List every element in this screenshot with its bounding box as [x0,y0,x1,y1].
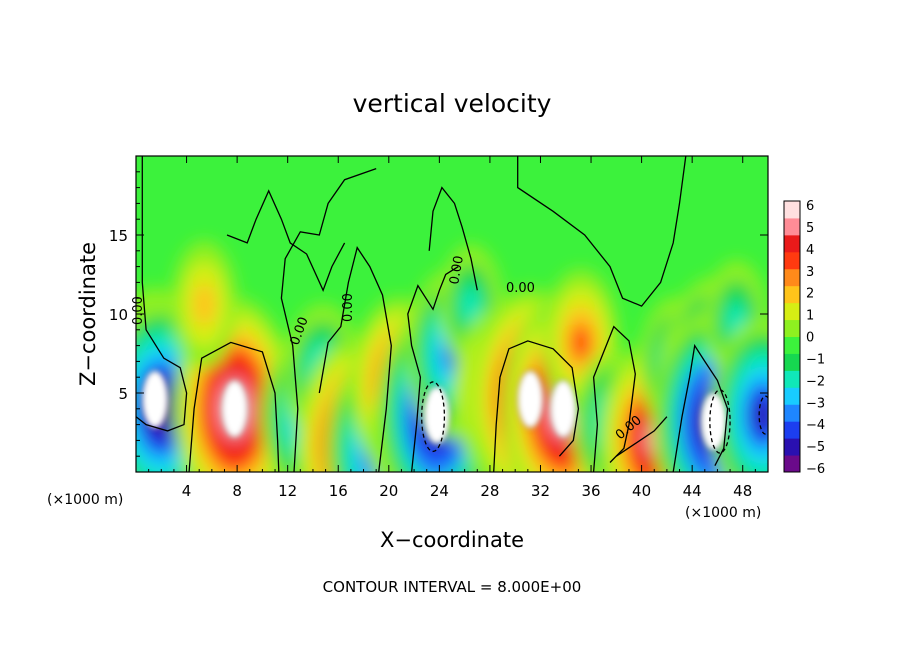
x-tick-label: 48 [733,482,752,500]
zero-contour-line [615,416,668,457]
plot-area [136,156,768,472]
zero-contour-line [318,246,392,472]
y-tick-label: 15 [109,227,128,245]
zero-contour-line [672,343,729,472]
colorbar-swatch [784,302,800,321]
contour-label-2: 0.00 [131,296,146,325]
zero-contour-line [493,340,580,472]
colorbar-swatch [784,268,800,287]
field-band [754,398,768,432]
x-tick-label: 40 [632,482,651,500]
x-tick-label: 44 [683,482,702,500]
colorbar-swatch [784,234,800,253]
colorbar-swatch [784,438,800,456]
colorbar-swatch [784,404,800,422]
x-axis-label: X−coordinate [380,528,524,552]
zero-contour-line [517,156,687,307]
velocity-field [136,240,768,472]
y-tick-label: 10 [109,306,128,324]
colorbar [783,200,801,473]
zero-contour-line [188,341,280,472]
velocity-cores [141,370,727,451]
colorbar-tick-label: −2 [806,374,825,389]
zero-contour-line [407,266,459,472]
y-tick-label: 5 [118,385,128,403]
chart-title: vertical velocity [353,89,552,118]
field-band [193,283,216,326]
field-band [460,285,482,327]
contour-label-5: 0.00 [447,255,467,286]
colorbar-frame [783,200,801,473]
colorbar-tick-label: 5 [806,221,814,236]
x-tick-label: 32 [531,482,550,500]
colorbar-tick-label: 1 [806,309,814,324]
negative-contour [709,389,731,454]
contour-interval-note: CONTOUR INTERVAL = 8.000E+00 [323,578,582,596]
colorbar-ticks: 6 5 4 3 2 1 0 −1 −2 −3 −4 −5 −6 [806,199,825,477]
zero-contour-line [592,325,636,472]
colorbar-swatch [784,370,800,388]
colorbar-swatch [784,217,800,236]
core-21 [700,392,727,451]
colorbar-tick-label: 2 [806,287,814,302]
colorbar-swatch [784,336,800,354]
contour-label-1: 0.00 [506,281,535,296]
x-tick-label: 16 [329,482,348,500]
core-2 [221,379,248,438]
colorbar-swatch [784,251,800,270]
colorbar-tick-label: −1 [806,352,825,367]
field-band [571,324,591,361]
x-axis: 4 8 12 16 20 24 28 32 36 40 44 48 [148,156,756,500]
colorbar-tick-label: 4 [806,243,814,258]
zero-contours [136,156,768,472]
colorbar-tick-label: 6 [806,199,814,214]
y-axis-label: Z−coordinate [76,242,100,386]
x-tick-label: 20 [379,482,398,500]
x-unit-right: (×1000 m) [685,505,761,521]
colorbar-tick-label: 3 [806,265,814,280]
x-tick-label: 12 [278,482,297,500]
colorbar-tick-label: −5 [806,440,825,455]
zero-contour-line [428,186,478,291]
colorbar-swatch [784,421,800,439]
contour-label-3: 0.00 [341,293,356,322]
x-tick-label: 36 [581,482,600,500]
colorbar-swatch [784,319,800,337]
core-10 [423,386,450,445]
colorbar-swatch [784,353,800,371]
zero-contour-line [136,156,188,432]
core-14 [517,370,544,429]
colorbar-swatch [784,285,800,304]
colorbar-tick-label: −6 [806,462,825,477]
colorbar-tick-label: −3 [806,396,825,411]
core-0 [141,370,169,429]
colorbar-tick-label: −4 [806,418,825,433]
colorbar-tick-label: 0 [806,331,814,346]
x-tick-label: 8 [232,482,242,500]
x-tick-label: 24 [430,482,449,500]
zero-contour-line [226,189,346,293]
colorbar-swatch [784,201,800,219]
core-15 [550,379,577,438]
colorbar-swatch [784,387,800,405]
x-unit-left: (×1000 m) [47,492,123,508]
negative-contour [421,381,446,453]
x-tick-label: 28 [480,482,499,500]
y-axis: 5 10 15 [109,171,768,457]
x-tick-label: 4 [182,482,192,500]
colorbar-swatch [784,455,800,473]
